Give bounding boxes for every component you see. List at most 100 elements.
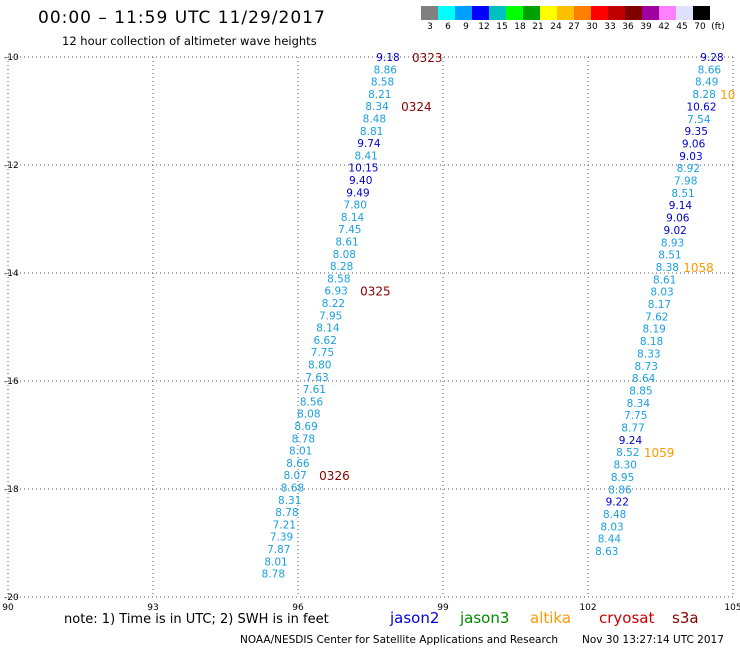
x-tick-label: 105 xyxy=(724,603,740,613)
swh-label: 7.80 xyxy=(344,200,367,212)
swh-label: 9.06 xyxy=(666,213,690,225)
swh-label: 7.21 xyxy=(273,519,296,531)
swh-label: 8.69 xyxy=(294,421,317,433)
legend-s3a: s3a xyxy=(672,609,699,627)
scale-label: 30 xyxy=(586,22,598,32)
swh-label: 8.22 xyxy=(322,298,345,310)
y-tick-label: -12 xyxy=(4,161,19,171)
swh-label: 8.66 xyxy=(698,64,722,76)
legend-cryosat: cryosat xyxy=(599,609,655,627)
swh-label: 8.08 xyxy=(297,409,320,421)
swh-label: 8.14 xyxy=(341,212,365,224)
swh-label: 8.66 xyxy=(286,458,310,470)
scale-swatch xyxy=(608,6,625,20)
swh-label: 7.75 xyxy=(624,410,647,422)
swh-label: 8.17 xyxy=(648,299,671,311)
swh-label: 9.22 xyxy=(606,497,629,509)
swh-label: 9.35 xyxy=(685,126,708,138)
scale-swatch xyxy=(421,6,438,20)
swh-label: 7.62 xyxy=(645,311,668,323)
scale-label: 39 xyxy=(640,22,652,32)
swh-label: 8.14 xyxy=(316,323,340,335)
swh-label: 7.45 xyxy=(338,224,361,236)
legend-altika: altika xyxy=(530,609,572,627)
scale-label: 6 xyxy=(445,22,451,32)
swh-label: 7.61 xyxy=(303,384,326,396)
swh-label: 8.18 xyxy=(640,336,663,348)
swh-label: 7.39 xyxy=(270,532,293,544)
swh-label: 7.75 xyxy=(311,347,334,359)
scale-label: 3 xyxy=(427,22,433,32)
swh-label: 9.03 xyxy=(679,151,702,163)
swh-label: 8.49 xyxy=(695,77,718,89)
scale-swatch xyxy=(557,6,574,20)
chart-title: 00:00 – 11:59 UTC 11/29/2017 xyxy=(38,8,326,28)
scale-swatch xyxy=(489,6,506,20)
time-label: 0324 xyxy=(401,100,432,114)
y-tick-label: -18 xyxy=(4,485,19,495)
swh-label: 9.24 xyxy=(619,435,643,447)
swh-label: 8.07 xyxy=(283,470,306,482)
x-tick-label: 102 xyxy=(579,603,596,613)
footer-credit: NOAA/NESDIS Center for Satellite Applica… xyxy=(240,634,558,646)
swh-label: 8.48 xyxy=(363,114,386,126)
y-tick-label: -14 xyxy=(4,269,19,279)
x-tick-label: 96 xyxy=(292,603,304,613)
scale-swatch xyxy=(574,6,591,20)
swh-label: 8.58 xyxy=(371,77,394,89)
swh-label: 8.61 xyxy=(335,237,358,249)
time-label: 1058 xyxy=(683,261,714,275)
scale-label: 21 xyxy=(532,22,544,32)
scale-swatch xyxy=(591,6,608,20)
scale-swatch xyxy=(642,6,659,20)
y-tick-label: -10 xyxy=(4,53,19,63)
scale-label: 15 xyxy=(496,22,508,32)
scale-label: 42 xyxy=(658,22,670,32)
scale-label: 45 xyxy=(676,22,688,32)
time-label: 0323 xyxy=(412,51,443,65)
legend-jason2: jason2 xyxy=(390,609,440,627)
swh-label: 8.86 xyxy=(374,64,398,76)
scale-label: 24 xyxy=(550,22,562,32)
swh-label: 10.62 xyxy=(686,101,716,113)
swh-label: 8.78 xyxy=(275,507,298,519)
swh-label: 8.51 xyxy=(671,188,694,200)
scale-label: 36 xyxy=(622,22,634,32)
time-label: 1059 xyxy=(644,446,675,460)
swh-label: 8.80 xyxy=(308,360,331,372)
swh-label: 7.95 xyxy=(319,310,342,322)
swh-label: 8.28 xyxy=(330,261,353,273)
swh-label: 9.40 xyxy=(349,175,372,187)
swh-label: 8.01 xyxy=(264,556,287,568)
swh-label: 9.49 xyxy=(346,187,369,199)
swh-label: 8.68 xyxy=(281,483,304,495)
swh-label: 8.58 xyxy=(327,273,350,285)
scale-swatch xyxy=(438,6,455,20)
swh-label: 9.14 xyxy=(669,200,693,212)
swh-label: 8.34 xyxy=(365,101,389,113)
swh-label: 8.63 xyxy=(595,546,618,558)
color-scale-labels: 3 6 9 12 15 18 21 24 27 30 33 36 39 42 45 70 (ft) xyxy=(421,22,727,34)
swh-label: 7.87 xyxy=(267,544,290,556)
x-tick-label: 99 xyxy=(437,603,449,613)
color-scale-bar xyxy=(421,6,710,20)
swh-label: 9.18 xyxy=(376,52,399,64)
swh-label: 8.03 xyxy=(600,521,623,533)
scale-label: (ft) xyxy=(711,22,725,32)
swh-label: 7.98 xyxy=(674,176,697,188)
swh-label: 8.31 xyxy=(278,495,301,507)
scale-swatch xyxy=(659,6,676,20)
swh-label: 8.08 xyxy=(333,249,356,261)
scale-label: 33 xyxy=(604,22,616,32)
swh-label: 8.95 xyxy=(611,472,634,484)
scale-swatch xyxy=(625,6,642,20)
scale-label: 18 xyxy=(514,22,526,32)
footer-timestamp: Nov 30 13:27:14 UTC 2017 xyxy=(582,634,724,646)
legend-jason3: jason3 xyxy=(460,609,510,627)
y-tick-label: -20 xyxy=(4,593,19,603)
note-text: note: 1) Time is in UTC; 2) SWH is in fe… xyxy=(64,612,329,627)
swh-label: 8.28 xyxy=(692,89,715,101)
scale-label: 70 xyxy=(694,22,706,32)
swh-label: 8.44 xyxy=(598,534,622,546)
